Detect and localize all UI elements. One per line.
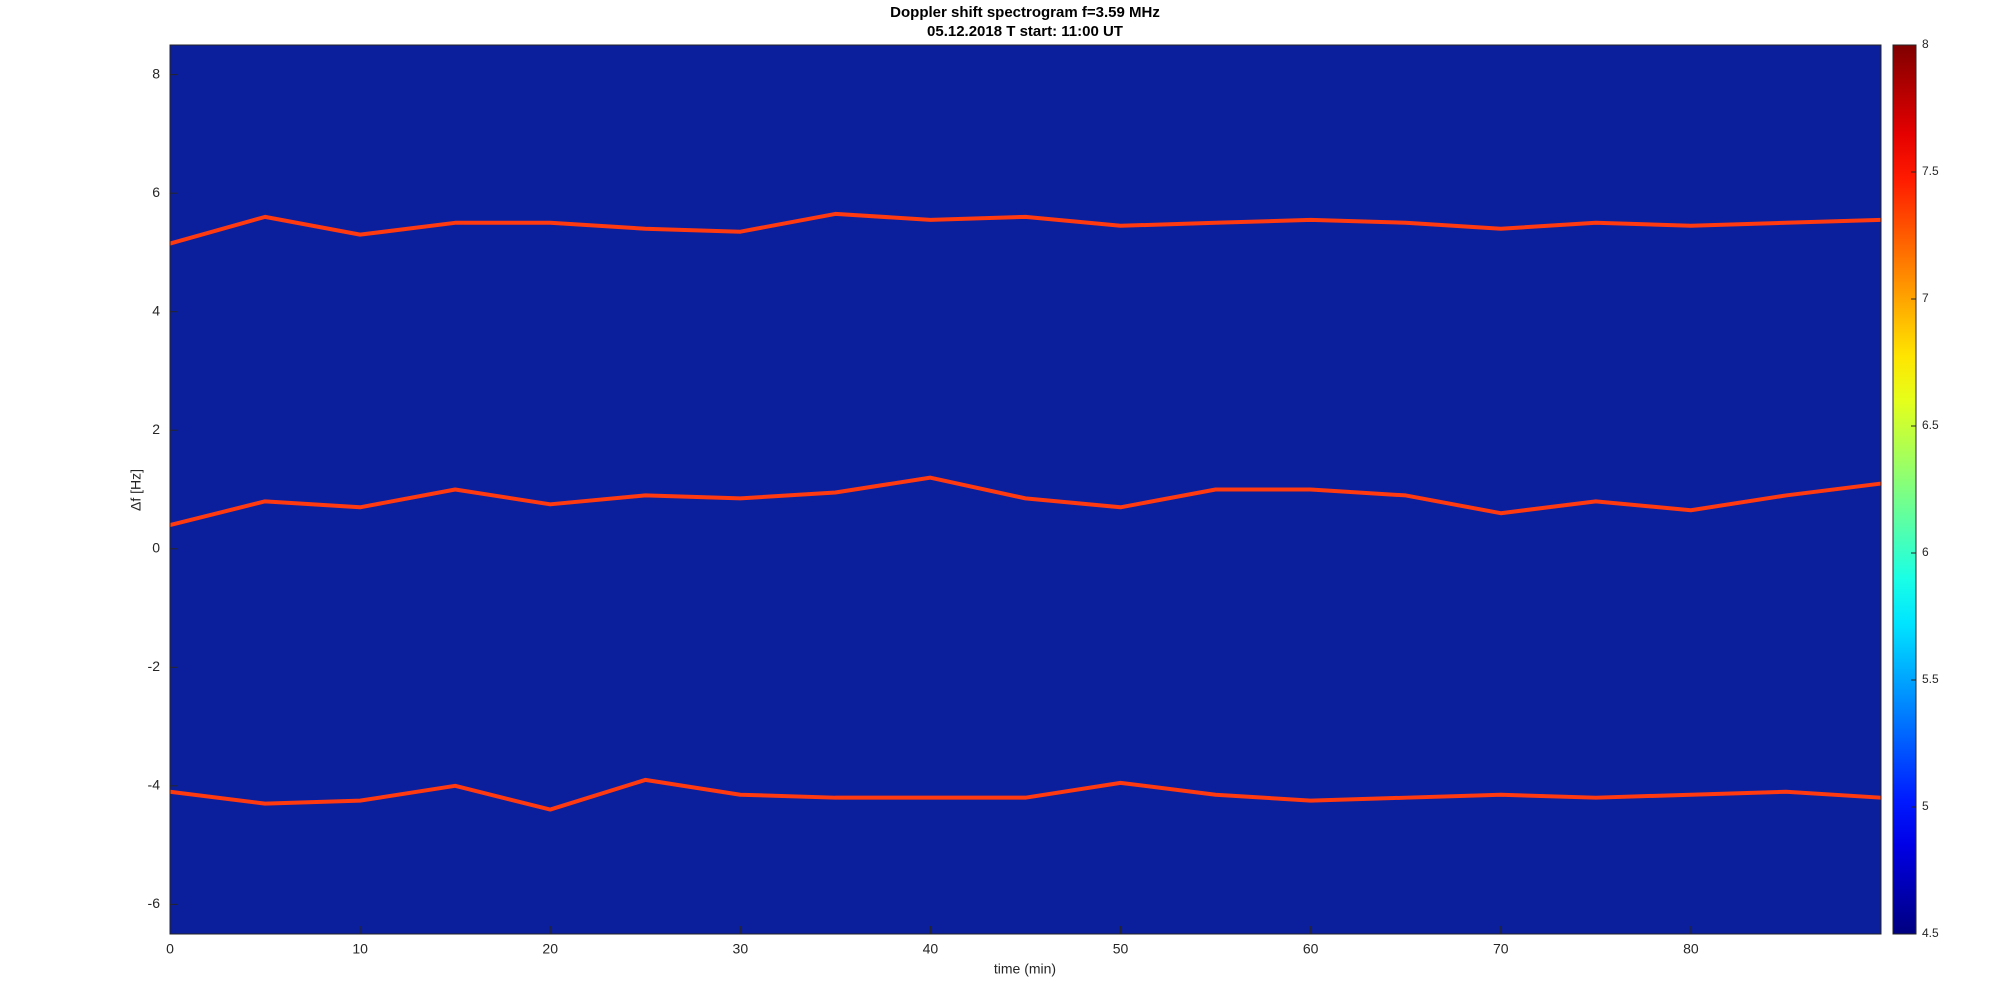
x-tick-label: 50 [1113, 941, 1129, 957]
colorbar-tick-label: 8 [1922, 37, 1929, 51]
x-axis-label: time (min) [994, 961, 1056, 977]
chart-title: Doppler shift spectrogram f=3.59 MHz [890, 4, 1160, 21]
colorbar-tick-label: 6.5 [1922, 418, 1939, 432]
x-tick-label: 10 [352, 941, 368, 957]
doppler-trace [169, 777, 1882, 812]
x-tick-label: 0 [166, 941, 174, 957]
y-tick-label: -6 [148, 895, 161, 911]
colorbar [1892, 44, 1917, 935]
plot-area [170, 45, 1881, 934]
y-tick-label: -2 [148, 658, 161, 674]
x-tick-label: 60 [1303, 941, 1319, 957]
y-tick-label: 8 [152, 65, 160, 81]
y-tick-label: 4 [152, 302, 160, 318]
x-tick-label: 20 [542, 941, 558, 957]
colorbar-tick-label: 5 [1922, 799, 1929, 813]
y-tick-label: 2 [152, 421, 160, 437]
colorbar-tick-label: 5.5 [1922, 672, 1939, 686]
colorbar-tick-label: 4.5 [1922, 926, 1939, 940]
y-tick-label: 6 [152, 184, 160, 200]
y-axis-label: Δf [Hz] [128, 469, 144, 511]
y-tick-label: 0 [152, 539, 160, 555]
x-tick-label: 30 [733, 941, 749, 957]
doppler-trace [169, 211, 1882, 246]
colorbar-tick-label: 7.5 [1922, 164, 1939, 178]
colorbar-tick-label: 6 [1922, 545, 1929, 559]
doppler-trace [169, 475, 1882, 528]
x-tick-label: 70 [1493, 941, 1509, 957]
x-tick-label: 80 [1683, 941, 1699, 957]
colorbar-tick-label: 7 [1922, 291, 1929, 305]
axes-box [169, 44, 1882, 935]
y-tick-label: -4 [148, 777, 161, 793]
x-tick-label: 40 [923, 941, 939, 957]
chart-subtitle: 05.12.2018 T start: 11:00 UT [927, 23, 1123, 40]
